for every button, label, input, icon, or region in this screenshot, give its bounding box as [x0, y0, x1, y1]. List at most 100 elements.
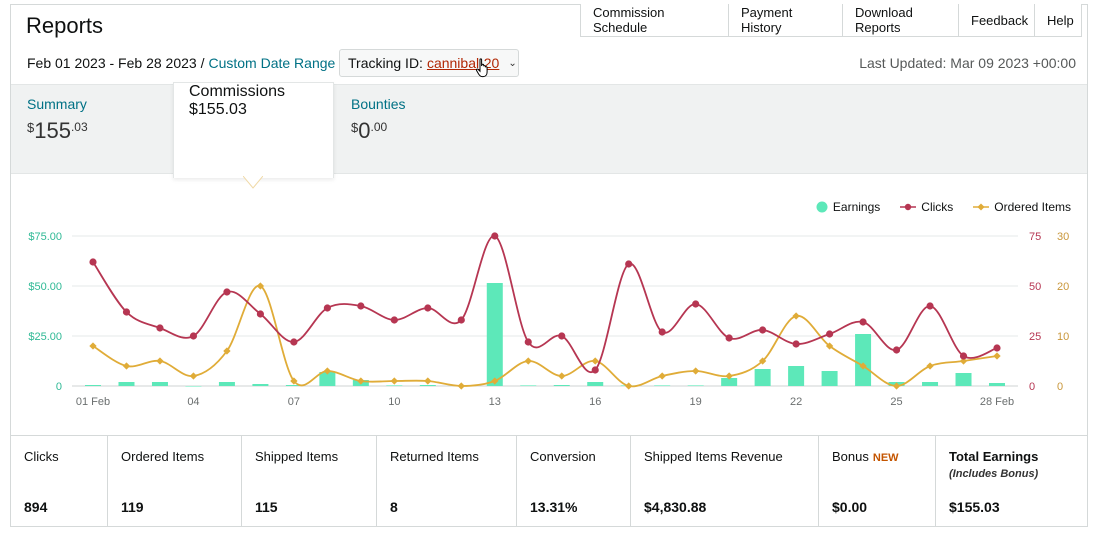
amount-whole: 155 — [34, 118, 71, 143]
amount-cents: .03 — [70, 120, 88, 134]
currency-symbol: $ — [189, 101, 198, 118]
stat-label: Returned Items — [390, 449, 479, 464]
ordered-items-line — [92, 285, 998, 388]
earnings-bar — [151, 382, 168, 386]
x-axis-tick-label: 28 Feb — [980, 396, 1014, 408]
ordered-items-point — [892, 382, 901, 390]
feedback-button[interactable]: Feedback — [958, 4, 1035, 37]
download-reports-button[interactable]: Download Reports — [842, 4, 959, 37]
stat-value: 13.31% — [530, 499, 578, 515]
legend-clicks[interactable]: Clicks — [900, 200, 953, 214]
ordered-items-point — [156, 357, 164, 365]
ordered-items-point — [859, 362, 867, 370]
clicks-point — [959, 352, 968, 360]
earnings-bar — [654, 385, 671, 386]
custom-date-range-link[interactable]: Custom Date Range — [208, 55, 336, 71]
earnings-bar — [486, 283, 503, 386]
stat-shipped-items-revenue: Shipped Items Revenue $4,830.88 — [631, 436, 819, 527]
legend-ordered-items[interactable]: Ordered Items — [973, 200, 1071, 214]
clicks-point — [457, 316, 465, 324]
clicks-point — [591, 366, 599, 374]
top-navigation: Commission Schedule Payment History Down… — [580, 4, 1082, 37]
right-axis-ordered-items-tick-label: 20 — [1057, 281, 1069, 293]
earnings-bar — [955, 373, 972, 386]
earnings-bar — [319, 372, 336, 386]
amount-cents: .00 — [370, 120, 388, 134]
earnings-bar — [754, 369, 771, 386]
x-axis-tick-label: 04 — [187, 396, 199, 408]
bonus-label: Bonus — [832, 449, 869, 464]
includes-bonus-note: (Includes Bonus) — [949, 468, 1039, 480]
tab-summary[interactable]: Summary $155.03 — [27, 85, 88, 175]
clicks-point — [993, 344, 1001, 352]
date-range-selector[interactable]: Feb 01 2023 - Feb 28 2023 / Custom Date … — [27, 55, 351, 71]
commission-schedule-button[interactable]: Commission Schedule — [580, 4, 729, 37]
new-badge: NEW — [872, 452, 899, 464]
earnings-bar — [821, 371, 838, 386]
clicks-point — [658, 328, 666, 336]
earnings-bar — [386, 385, 403, 386]
stat-value: 115 — [255, 499, 278, 515]
earnings-bar — [721, 378, 738, 386]
total-earnings-label: Total Earnings — [949, 449, 1039, 464]
stat-value: 8 — [390, 499, 398, 515]
stat-label: Shipped Items Revenue — [644, 449, 783, 464]
left-axis-tick-label: 0 — [56, 381, 62, 393]
payment-history-button[interactable]: Payment History — [728, 4, 843, 37]
ordered-items-point — [959, 357, 968, 365]
chevron-down-icon: ⌄ — [508, 57, 517, 69]
clicks-point — [759, 326, 767, 334]
ordered-items-point — [424, 377, 432, 385]
ordered-items-point — [725, 372, 733, 380]
clicks-point — [223, 288, 231, 296]
hand-cursor-icon — [475, 58, 488, 78]
stat-label: Bonus NEW — [832, 449, 899, 464]
ordered-items-point — [524, 357, 532, 365]
clicks-point — [491, 232, 499, 240]
clicks-point — [357, 302, 365, 310]
x-axis-tick-label: 19 — [690, 396, 702, 408]
clicks-point — [290, 338, 298, 346]
stat-shipped-items: Shipped Items 115 — [242, 436, 377, 527]
x-axis-tick-label: 25 — [890, 396, 902, 408]
earnings-bar — [587, 382, 604, 386]
stat-ordered-items: Ordered Items 119 — [108, 436, 242, 527]
clicks-line-icon — [900, 203, 917, 211]
clicks-line — [92, 235, 998, 374]
tab-summary-label: Summary — [27, 96, 87, 112]
ordered-items-point — [625, 382, 633, 390]
amount-whole: 0 — [358, 118, 371, 143]
legend-earnings-label: Earnings — [832, 200, 881, 214]
legend-earnings[interactable]: Earnings — [816, 200, 880, 214]
stat-label: Total Earnings (Includes Bonus) — [949, 449, 1038, 480]
tab-bounties[interactable]: Bounties $0.00 — [351, 85, 405, 175]
tab-commissions[interactable]: Commissions $155.03 — [173, 82, 334, 178]
ordered-items-point — [223, 347, 231, 355]
legend-ordered-items-label: Ordered Items — [994, 200, 1071, 214]
active-tab-pointer-icon — [243, 176, 263, 189]
earnings-bar — [85, 385, 101, 386]
earnings-bar — [922, 382, 939, 386]
x-axis-tick-label: 13 — [489, 396, 501, 408]
earnings-chart: 0 0 0 $25.00 25 10 $50.00 50 20 $75.00 75 30 01 Feb 0… — [28, 231, 1069, 408]
ordered-items-point — [658, 372, 666, 380]
tracking-id-dropdown[interactable]: Tracking ID: cannibal-20 ⌄ — [339, 49, 519, 77]
right-axis-ordered-items-tick-label: 30 — [1057, 231, 1069, 243]
help-button[interactable]: Help — [1034, 4, 1082, 37]
ordered-items-point — [691, 367, 700, 375]
clicks-point — [122, 308, 131, 316]
tab-bounties-label: Bounties — [351, 96, 406, 112]
ordered-items-point — [558, 372, 566, 380]
clicks-point — [390, 316, 398, 324]
earnings-dot-icon — [816, 201, 828, 213]
clicks-point — [524, 338, 532, 346]
ordered-items-point — [256, 282, 265, 290]
page-title: Reports — [26, 13, 104, 38]
ordered-items-point — [189, 372, 198, 380]
clicks-point — [859, 318, 867, 326]
stat-value: 894 — [24, 499, 48, 515]
clicks-point — [725, 334, 733, 342]
stat-label: Shipped Items — [255, 449, 339, 464]
ordered-items-point — [457, 382, 465, 390]
earnings-bar — [520, 385, 537, 386]
